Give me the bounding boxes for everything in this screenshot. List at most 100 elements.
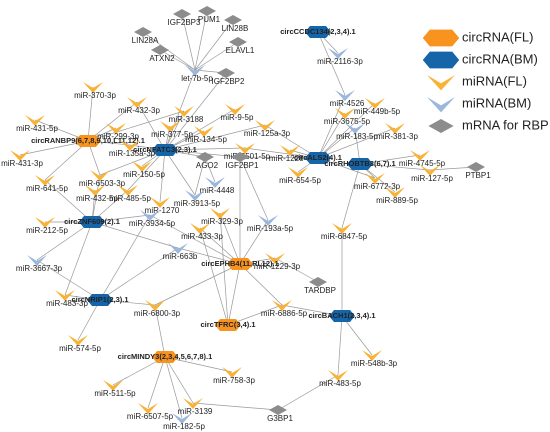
node-mf [335, 108, 355, 119]
node-mf [222, 367, 242, 378]
edge [164, 108, 236, 151]
node-mf [190, 223, 210, 234]
node-label: miR-432-3p [118, 106, 160, 115]
edge [239, 219, 269, 265]
node-r [134, 27, 152, 37]
node-mf [288, 167, 308, 178]
node-r [309, 277, 327, 287]
edge [219, 212, 241, 265]
edge [99, 214, 151, 301]
legend-swatch [427, 97, 455, 113]
edge [239, 263, 283, 306]
node-label: miR-433-3p [181, 232, 223, 241]
node-label: LIN28B [222, 24, 249, 33]
node-cb [152, 144, 178, 156]
legend-label: circRNA(FL) [462, 29, 534, 44]
node-r [467, 162, 485, 172]
node-label: miR-182-5p [163, 422, 205, 431]
node-mf [138, 403, 158, 414]
node-mf [328, 370, 348, 381]
legend-swatch [422, 29, 460, 47]
edge [87, 110, 185, 142]
circrna-label: circBACH1(2,3,4).1 [308, 311, 375, 320]
node-label: miR-4448 [200, 186, 235, 195]
node-label: miR-212-5p [26, 226, 68, 235]
node-label: miR-3139 [178, 407, 213, 416]
node-mf [118, 185, 138, 196]
node-mf [160, 121, 180, 132]
node-label: LIN28A [132, 36, 159, 45]
node-label: miR-381-3p [376, 132, 418, 141]
legend-swatch [427, 75, 455, 91]
node-label: miR-4745-5p [399, 159, 446, 168]
node-label: miR-483-5p [319, 379, 361, 388]
node-mf [255, 120, 275, 131]
node-mb [185, 65, 205, 76]
node-mf [332, 223, 352, 234]
edge [317, 94, 346, 159]
node-cf [215, 319, 241, 331]
edge [337, 315, 343, 376]
node-label: miR-431-5p [16, 124, 58, 133]
edge [317, 102, 376, 159]
edge [244, 147, 319, 159]
node-cf [75, 135, 101, 147]
node-mf [210, 208, 230, 219]
node-label: miR-1228-5p [269, 154, 316, 163]
legend-swatch [422, 51, 460, 69]
circrna-label: circNRIP1(2,3).1 [71, 295, 128, 304]
node-label: miR-889-5p [376, 196, 418, 205]
circrna-label: circRANBP9(6,7,8,9,10,L11,12).1 [31, 136, 145, 145]
node-label: AGO2 [196, 161, 219, 170]
node-r [151, 45, 169, 55]
node-mf [365, 173, 385, 184]
edge [219, 212, 229, 326]
node-label: miR-6772-3p [354, 182, 401, 191]
node-mf [225, 104, 245, 115]
node-r [229, 37, 247, 47]
node-label: miR-2116-3p [317, 57, 363, 66]
node-r [198, 6, 216, 16]
node-label: miR-6800-3p [134, 309, 181, 318]
node-cf [152, 351, 178, 363]
node-label: miR-483-3p [46, 299, 88, 308]
node-mf [10, 150, 30, 161]
node-label: miR-9-5p [221, 113, 254, 122]
node-mf [55, 290, 75, 301]
node-label: miR-485-5p [109, 194, 151, 203]
edge [87, 101, 138, 142]
node-label: miR-449b-5p [354, 107, 401, 116]
edge [239, 156, 319, 159]
edge [164, 356, 194, 404]
node-label: TARDBP [304, 286, 336, 295]
circrna-label: circRHOBTB3(6,7).1 [324, 159, 395, 168]
node-mf [25, 115, 45, 126]
node-label: miR-3667-3p [16, 264, 63, 273]
node-mf [150, 197, 170, 208]
node-mf [132, 161, 152, 172]
edge [159, 149, 166, 203]
edge [91, 174, 101, 223]
edge [99, 247, 179, 301]
node-mf [362, 350, 382, 361]
node-mf [90, 170, 110, 181]
edge [36, 221, 93, 261]
node-r [231, 152, 249, 162]
node-label: PUM1 [198, 15, 221, 24]
node-label: miR-125a-3p [244, 129, 291, 138]
edge [317, 31, 346, 96]
node-mf [272, 300, 292, 311]
edges [19, 10, 477, 419]
node-mb [328, 48, 348, 59]
node-mb [185, 190, 205, 201]
edge [164, 110, 185, 151]
node-mf [194, 126, 214, 137]
node-label: miR-135a-3p [109, 149, 156, 158]
legend-label: miRNA(BM) [462, 95, 531, 110]
node-cb [87, 294, 113, 306]
node-label: miR-6847-5p [321, 232, 368, 241]
node-label: miR-6507-5p [127, 412, 174, 421]
node-label: ELAVL1 [226, 46, 255, 55]
node-label: miR-1270 [145, 206, 180, 215]
